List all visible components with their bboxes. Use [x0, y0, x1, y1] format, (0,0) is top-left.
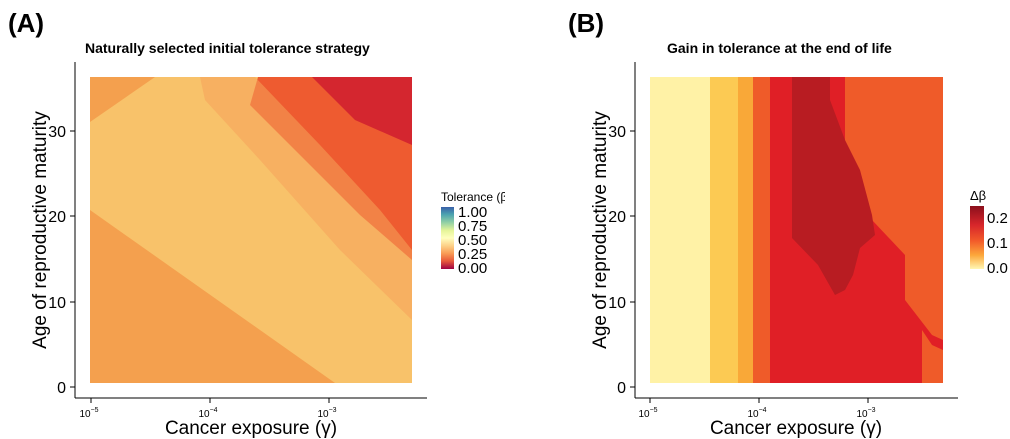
- band-transition: [200, 77, 412, 320]
- legend-colorbar: [970, 206, 984, 269]
- band-highest: [312, 77, 412, 145]
- legend-label: 0.00: [458, 260, 487, 277]
- legend-label: 0.75: [458, 218, 487, 235]
- x-tick-label: 10−5: [79, 407, 98, 420]
- heatmap-b: 0 10 20 30 10−5 10−4 10−3 Cancer exposur…: [590, 62, 1008, 439]
- x-tick-label: 10−3: [856, 407, 875, 420]
- legend-label: 0.50: [458, 232, 487, 249]
- band-low: [710, 77, 738, 383]
- y-ticks-a: 0 10 20 30: [48, 124, 75, 397]
- legend-title: Δβ: [970, 188, 986, 203]
- band-lowest: [650, 77, 710, 383]
- panel-a: (A) Naturally selected initial tolerance…: [8, 8, 505, 439]
- band-corner: [922, 330, 943, 383]
- chart-title: Gain in tolerance at the end of life: [667, 40, 892, 56]
- y-tick-label: 30: [608, 124, 626, 141]
- band-highest: [792, 77, 875, 295]
- legend-a: Tolerance (β) 1.00 0.75 0.50 0.25 0.00: [441, 190, 505, 277]
- legend-title: Tolerance (β): [441, 190, 505, 204]
- legend-label: 1.00: [458, 204, 487, 221]
- panel-label: (B): [568, 8, 605, 38]
- y-ticks-b: 0 10 20 30: [608, 124, 635, 397]
- panel-b: (B) Gain in tolerance at the end of life: [560, 0, 1010, 439]
- legend-b: Δβ 0.2 0.1 0.0: [970, 188, 1008, 277]
- x-tick-label: 10−5: [638, 407, 657, 420]
- panel-label: (A): [8, 8, 45, 38]
- y-axis-label: Age of reproductive maturity: [590, 111, 611, 349]
- y-tick-label: 10: [608, 295, 626, 312]
- y-tick-label: 10: [48, 295, 66, 312]
- plot-area-a: [90, 77, 412, 383]
- plot-area-b: [650, 77, 943, 383]
- y-tick-label: 20: [608, 209, 626, 226]
- y-tick-label: 20: [48, 209, 66, 226]
- legend-label: 0.2: [987, 210, 1008, 227]
- heatmap-a: 0 10 20 30 10−5 10−4 10−3 Cancer exposur…: [30, 62, 505, 439]
- legend-label: 0.1: [987, 235, 1008, 252]
- x-ticks-a: 10−5 10−4 10−3: [79, 398, 337, 420]
- x-tick-label: 10−4: [198, 407, 217, 420]
- legend-label: 0.0: [987, 260, 1008, 277]
- chart-title: Naturally selected initial tolerance str…: [85, 40, 370, 56]
- x-ticks-b: 10−5 10−4 10−3: [638, 398, 876, 420]
- band-low-mid: [738, 77, 753, 383]
- legend-label: 0.25: [458, 246, 487, 263]
- x-axis-label: Cancer exposure (γ): [165, 418, 337, 439]
- y-tick-label: 30: [48, 124, 66, 141]
- y-tick-label: 0: [617, 380, 626, 397]
- y-tick-label: 0: [57, 380, 66, 397]
- y-axis-label: Age of reproductive maturity: [30, 111, 51, 349]
- x-tick-label: 10−3: [317, 407, 336, 420]
- x-axis-label: Cancer exposure (γ): [710, 418, 882, 439]
- legend-colorbar: [441, 207, 454, 269]
- x-tick-label: 10−4: [747, 407, 766, 420]
